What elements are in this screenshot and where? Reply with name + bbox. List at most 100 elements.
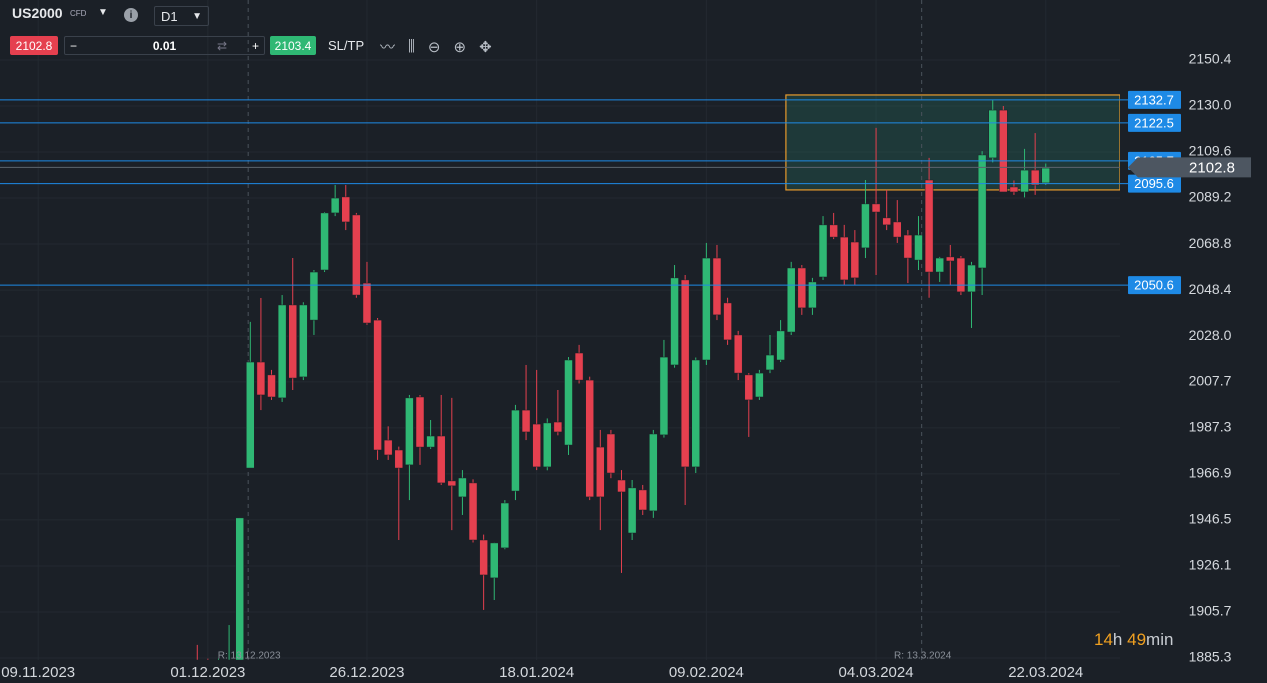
candle-body: [405, 397, 414, 466]
zoom-in[interactable]: ⊕: [453, 38, 467, 56]
timer-minutes: 49: [1127, 630, 1147, 649]
candle-body: [574, 352, 584, 381]
candle-body: [564, 359, 573, 446]
candle-body: [670, 277, 679, 366]
y-tick-label: 1926.1: [1189, 557, 1232, 573]
candle-body: [299, 304, 308, 378]
buy-price[interactable]: 2103.4: [270, 36, 316, 55]
candle-body: [362, 282, 372, 324]
sell-price[interactable]: 2102.8: [10, 36, 58, 55]
candle-body: [553, 421, 563, 433]
x-tick-label: 04.03.2024: [839, 664, 914, 681]
candle-body: [977, 154, 987, 269]
candle-body: [309, 271, 319, 321]
candle-body: [267, 374, 276, 398]
candle-body: [235, 517, 244, 660]
timer-hours: 14: [1094, 630, 1113, 649]
y-tick-label: 1966.9: [1189, 465, 1232, 481]
candle-body: [246, 361, 255, 469]
x-tick-label: 09.11.2023: [1, 664, 75, 681]
candle-body: [691, 359, 701, 468]
candle-body: [988, 109, 997, 159]
symbol-type: CFD: [70, 9, 87, 18]
candle-body: [765, 354, 775, 371]
x-tick-label: 09.02.2024: [669, 664, 744, 681]
x-tick-label: 18.01.2024: [499, 664, 574, 681]
candle-body: [702, 257, 711, 361]
candle-body: [352, 214, 361, 296]
candle-body: [500, 502, 510, 549]
swap-icon[interactable]: ⇄: [217, 38, 228, 53]
candle-body: [733, 334, 743, 374]
candle-body: [967, 264, 976, 293]
candle-body: [256, 361, 266, 396]
candle-body: [479, 539, 488, 576]
candle-body: [585, 379, 594, 498]
symbol-dropdown[interactable]: ▼: [98, 7, 108, 18]
candle-body: [532, 423, 541, 468]
timer-hours-unit: h: [1112, 630, 1123, 649]
plus-button[interactable]: +: [251, 38, 259, 53]
candle-body: [893, 221, 902, 238]
x-tick-label: 22.03.2024: [1008, 664, 1083, 681]
candle-body: [659, 356, 669, 436]
y-tick-label: 2028.0: [1189, 327, 1232, 343]
y-tick-label: 1885.3: [1189, 649, 1232, 665]
y-tick-label: 2150.4: [1189, 51, 1232, 67]
y-tick-label: 2048.4: [1189, 281, 1232, 297]
candle-body: [712, 257, 722, 316]
y-tick-label: 1946.5: [1189, 511, 1232, 527]
candle-body: [818, 224, 828, 278]
candle-body: [755, 372, 764, 398]
candle-body: [1030, 169, 1040, 186]
candle-body: [341, 196, 351, 223]
candle-body: [415, 396, 425, 448]
candle-body: [839, 236, 849, 281]
candle-body: [638, 489, 647, 511]
pan-tool[interactable]: ✥: [479, 38, 492, 56]
candle-type[interactable]: ⫼: [408, 38, 415, 55]
candle-body: [320, 212, 329, 271]
plot-area: [171, 0, 1120, 660]
last-price-badge: [1128, 157, 1251, 178]
candle-body: [956, 257, 966, 293]
candle-body: [999, 109, 1008, 193]
candle-body: [723, 302, 732, 341]
candle-body: [924, 179, 934, 273]
candle-body: [330, 197, 340, 214]
candle-body: [171, 659, 181, 660]
quantity-field: − 0.01 ⇄ +: [64, 36, 265, 55]
zoom-out[interactable]: ⊖: [427, 38, 441, 56]
candle-body: [627, 487, 637, 534]
candle-body: [829, 224, 838, 238]
dropdown-arrow: ▼: [192, 10, 202, 22]
zone: [785, 94, 1120, 191]
symbol[interactable]: US2000: [12, 5, 63, 21]
info-icon[interactable]: i: [124, 8, 138, 22]
level-badge: [1128, 113, 1181, 132]
timer-minutes-unit: min: [1146, 630, 1174, 649]
minus-button[interactable]: −: [70, 38, 78, 53]
y-tick-label: 2089.2: [1189, 189, 1232, 205]
line-tool[interactable]: 〰: [380, 39, 396, 56]
level-label: 2132.7: [1134, 92, 1174, 107]
candle-body: [596, 446, 605, 498]
timeframe: D1: [161, 8, 178, 24]
y-tick-label: 2007.7: [1189, 373, 1232, 389]
candle-body: [786, 267, 796, 333]
quantity[interactable]: 0.01: [152, 38, 177, 53]
candle-body: [436, 435, 446, 484]
candle-body: [458, 477, 467, 498]
candle-body: [871, 203, 881, 213]
candle-body: [288, 304, 297, 379]
marker-label: R: 13.12.2023: [218, 651, 281, 662]
timeframe-select[interactable]: D1 ▼: [154, 6, 209, 26]
candle-body: [850, 241, 860, 279]
candle-body: [882, 217, 891, 226]
sl-tp-button[interactable]: SL/TP: [328, 38, 365, 53]
candle-body: [797, 267, 807, 309]
last-price-label: 2102.8: [1189, 159, 1235, 176]
level-label: 2095.6: [1134, 176, 1174, 191]
